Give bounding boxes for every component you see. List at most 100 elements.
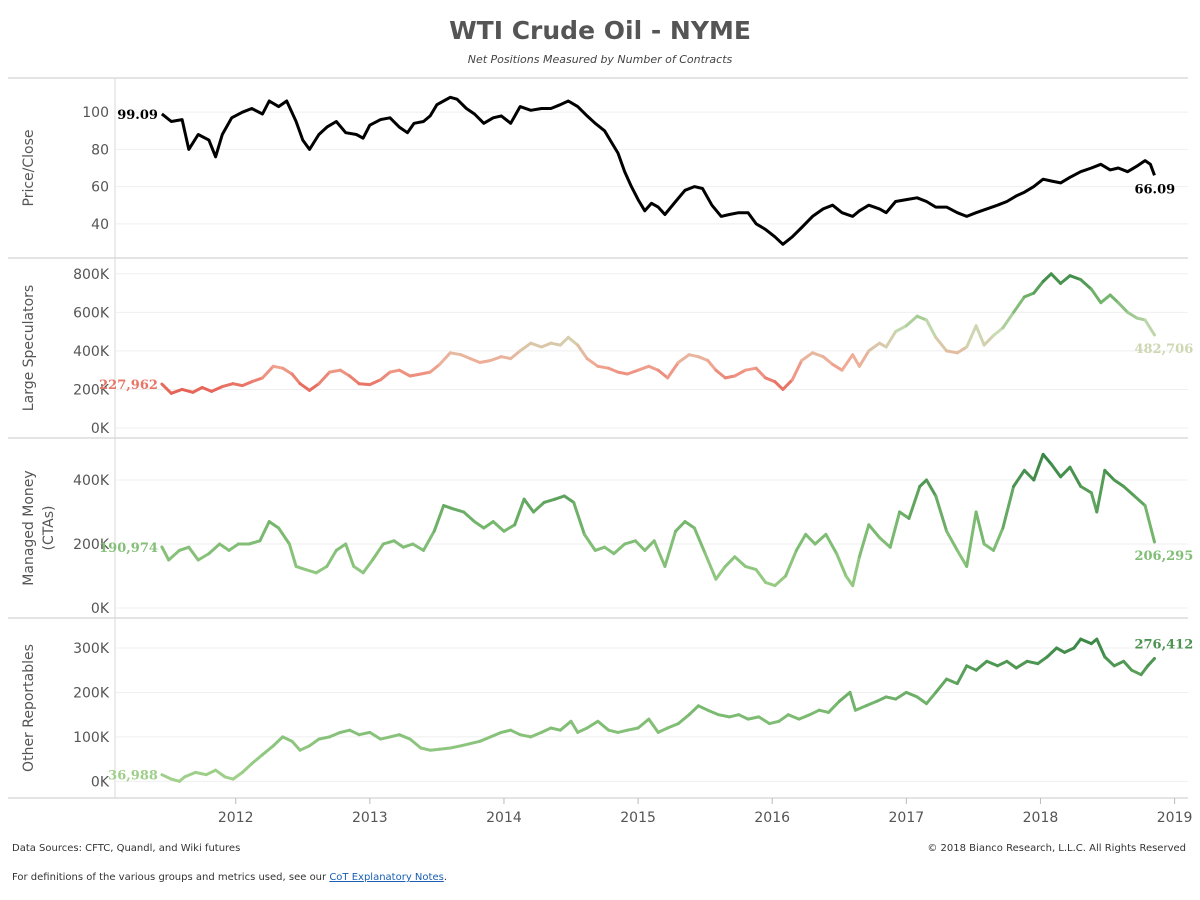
series-segment-large-speculators (764, 376, 777, 384)
series-segment-other-reportables (408, 737, 423, 750)
series-segment-managed-money (371, 542, 385, 562)
y-axis-label: Price/Close (21, 129, 37, 206)
series-segment-large-speculators (851, 353, 861, 368)
series-segment-managed-money (623, 539, 637, 546)
y-tick-label: 300K (73, 641, 110, 657)
series-segment-other-reportables (786, 713, 801, 721)
series-segment-other-reportables (317, 735, 332, 741)
series-segment-other-reportables (853, 704, 868, 712)
series-segment-other-reportables (817, 708, 830, 714)
series-segment-other-reportables (271, 735, 285, 748)
series-segment-other-reportables (616, 728, 629, 734)
series-segment-managed-money (582, 532, 597, 552)
series-segment-large-speculators (607, 366, 620, 374)
series-segment-large-speculators (773, 380, 785, 391)
series-segment-managed-money (835, 552, 848, 578)
y-tick-label: 100 (82, 105, 109, 121)
series-segment-managed-money (314, 564, 329, 575)
series-segment-large-speculators (200, 386, 214, 393)
series-segment-other-reportables (428, 747, 442, 752)
series-segment-managed-money (1143, 504, 1156, 544)
series-segment-managed-money (1022, 468, 1036, 482)
y-tick-label: 0K (91, 421, 110, 437)
y-tick-label: 600K (73, 305, 110, 321)
series-segment-managed-money (247, 539, 262, 546)
series-segment-large-speculators (1068, 274, 1083, 282)
series-segment-other-reportables (955, 664, 969, 686)
series-segment-managed-money (160, 545, 171, 562)
series-segment-managed-money (723, 555, 737, 568)
series-segment-large-speculators (210, 385, 224, 393)
series-segment-managed-money (703, 552, 718, 581)
series-segment-other-reportables (1095, 637, 1107, 659)
end-value-label: 206,295 (1134, 549, 1193, 564)
series-segment-large-speculators (1022, 291, 1036, 299)
series-segment-other-reportables (848, 690, 857, 712)
series-segment-managed-money (442, 504, 455, 511)
series-segment-managed-money (925, 478, 938, 498)
series-segment-large-speculators (982, 334, 995, 347)
series-segment-managed-money (982, 542, 995, 552)
cot-explanatory-notes-link[interactable]: CoT Explanatory Notes (329, 872, 444, 883)
series-segment-large-speculators (585, 357, 600, 368)
series-segment-large-speculators (558, 335, 570, 347)
end-value-label: 66.09 (1134, 182, 1175, 197)
series-segment-other-reportables (717, 713, 731, 719)
series-segment-managed-money (714, 564, 727, 581)
series-segment-managed-money (258, 520, 271, 543)
series-segment-managed-money (294, 564, 307, 572)
series-segment-large-speculators (781, 378, 794, 391)
series-segment-large-speculators (733, 368, 747, 378)
series-segment-large-speculators (714, 368, 727, 380)
series-segment-managed-money (1095, 468, 1107, 514)
series-segment-large-speculators (499, 355, 513, 361)
series-segment-managed-money (898, 510, 911, 520)
series-segment-other-reportables (489, 730, 503, 739)
y-axis-label: Other Reportables (21, 644, 37, 772)
x-tick-label: 2017 (889, 810, 925, 826)
series-segment-large-speculators (261, 364, 275, 380)
series-segment-managed-money (532, 500, 546, 514)
series-segment-other-reportables (183, 770, 197, 779)
series-segment-other-reportables (1112, 659, 1126, 668)
series-segment-large-speculators (220, 382, 235, 389)
series-segment-other-reportables (240, 762, 254, 774)
series-segment-other-reportables (298, 744, 311, 752)
series-segment-large-speculators (974, 324, 986, 347)
series-segment-large-speculators (1012, 295, 1026, 314)
footer-copyright: © 2018 Bianco Research, L.L.C. All Right… (927, 843, 1186, 854)
series-segment-large-speculators (379, 370, 392, 382)
x-tick-label: 2013 (352, 810, 388, 826)
series-segment-managed-money (432, 504, 446, 533)
series-segment-large-speculators (1001, 310, 1016, 330)
series-segment-other-reportables (499, 728, 513, 734)
series-segment-managed-money (572, 500, 586, 536)
series-segment-other-reportables (636, 717, 651, 730)
series-segment-managed-money (1032, 452, 1045, 482)
series-segment-managed-money (965, 510, 978, 568)
series-segment-large-speculators (338, 368, 352, 378)
series-segment-managed-money (824, 532, 839, 556)
series-segment-large-speculators (448, 351, 463, 357)
series-segment-managed-money (522, 497, 535, 514)
y-tick-label: 60 (91, 180, 109, 196)
series-segment-managed-money (473, 520, 486, 530)
series-segment-large-speculators (160, 382, 173, 395)
series-segment-managed-money (992, 526, 1005, 552)
series-segment-managed-money (813, 532, 828, 546)
series-segment-large-speculators (428, 362, 442, 374)
series-segment-other-reportables (569, 719, 580, 734)
series-segment-other-reportables (875, 695, 888, 703)
series-segment-managed-money (361, 558, 374, 575)
series-segment-managed-money (422, 529, 436, 552)
series-segment-other-reportables (837, 690, 852, 703)
series-segment-managed-money (344, 542, 356, 568)
series-segment-other-reportables (1005, 659, 1018, 670)
series-segment-large-speculators (687, 353, 700, 359)
series-segment-managed-money (1112, 478, 1126, 488)
series-segment-other-reportables (1146, 657, 1156, 668)
footer-data-sources: Data Sources: CFTC, Quandl, and Wiki fut… (12, 843, 241, 854)
series-segment-other-reportables (915, 695, 928, 706)
series-segment-managed-money (1041, 452, 1053, 466)
series-segment-managed-money (381, 539, 396, 546)
